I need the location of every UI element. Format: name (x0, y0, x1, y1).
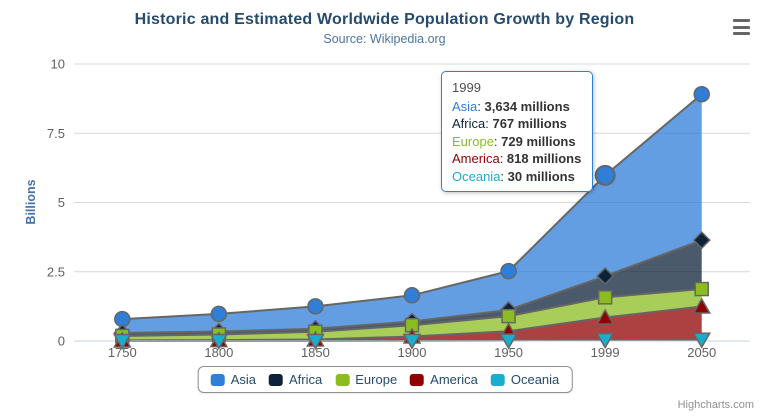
legend-label: America (430, 372, 478, 387)
legend-swatch-oceania (490, 373, 505, 386)
marker-oceania-1900[interactable] (402, 333, 422, 350)
x-axis-label-1750: 1750 (108, 345, 137, 360)
marker-asia-1999[interactable] (594, 164, 616, 186)
y-axis-label-2.5: 2.5 (47, 264, 65, 279)
legend-swatch-asia (210, 373, 225, 386)
marker-america-2050[interactable] (692, 297, 712, 314)
x-axis-label-1800: 1800 (204, 345, 233, 360)
tooltip-row-europe: Europe: 729 millions (452, 133, 576, 149)
marker-oceania-1800[interactable] (209, 333, 229, 350)
tooltip-rows: Asia: 3,634 millions Africa: 767 millions… (452, 98, 581, 186)
tooltip-row-africa: Africa: 767 millions (452, 116, 567, 131)
legend-item-america[interactable]: America (410, 372, 478, 387)
legend-label: Oceania (510, 372, 560, 387)
legend-label: Asia (230, 372, 257, 387)
chart-subtitle: Source: Wikipedia.org (323, 32, 446, 46)
marker-oceania-1950[interactable] (499, 333, 518, 350)
marker-africa-1999[interactable] (596, 267, 615, 286)
area-africa[interactable] (122, 240, 702, 336)
hamburger-icon (733, 19, 750, 22)
legend-swatch-america (410, 373, 425, 386)
marker-oceania-1750[interactable] (112, 333, 132, 350)
area-asia[interactable] (122, 94, 702, 333)
legend-item-oceania[interactable]: Oceania (490, 372, 560, 387)
y-axis-label-10: 10 (51, 57, 65, 72)
marker-america-1999[interactable] (595, 308, 615, 325)
marker-europe-2050[interactable] (694, 281, 709, 297)
area-america[interactable] (122, 306, 702, 341)
x-axis-label-2050: 2050 (687, 345, 716, 360)
tooltip-value: 767 millions (492, 116, 567, 131)
tooltip-row-asia: Asia: 3,634 millions (452, 98, 570, 114)
legend-swatch-africa (269, 373, 284, 386)
marker-africa-2050[interactable] (692, 231, 711, 250)
credits-link[interactable]: Highcharts.com (677, 399, 754, 411)
tooltip-row-oceania: Oceania: 30 millions (452, 168, 575, 184)
marker-asia-1800[interactable] (210, 305, 228, 323)
legend: Asia Africa Europe America Oceania (197, 366, 573, 393)
marker-oceania-1999[interactable] (595, 332, 615, 350)
tooltip-value: 729 millions (501, 133, 576, 149)
tooltip-row-america: America: 818 millions (452, 151, 582, 166)
legend-swatch-europe (335, 373, 350, 386)
tooltip-series-label: Asia (452, 98, 478, 114)
marker-europe-1950[interactable] (501, 308, 516, 324)
legend-item-africa[interactable]: Africa (269, 372, 322, 387)
marker-asia-1950[interactable] (500, 262, 517, 280)
y-axis-label-5: 5 (58, 195, 65, 210)
marker-oceania-2050[interactable] (692, 332, 712, 349)
y-axis-label-7.5: 7.5 (47, 126, 65, 141)
legend-label: Europe (355, 372, 398, 387)
marker-europe-1999[interactable] (597, 290, 613, 305)
tooltip-value: 3,634 millions (484, 98, 570, 114)
marker-asia-1850[interactable] (307, 298, 324, 315)
marker-asia-1900[interactable] (403, 287, 421, 304)
x-axis-label-1850: 1850 (301, 345, 330, 360)
legend-item-europe[interactable]: Europe (335, 372, 397, 387)
tooltip: 1999 Asia: 3,634 millions Africa: 767 mil… (441, 71, 594, 192)
y-axis-title: Billions (24, 179, 38, 225)
hamburger-icon (733, 25, 750, 29)
tooltip-header: 1999 (452, 80, 481, 95)
hamburger-icon (733, 32, 750, 35)
export-menu-button[interactable] (733, 19, 751, 35)
tooltip-value: 818 millions (506, 151, 582, 166)
tooltip-series-label: Africa (452, 116, 486, 131)
tooltip-series-label: Europe (452, 133, 494, 149)
tooltip-value: 30 millions (507, 168, 575, 184)
chart-title: Historic and Estimated Worldwide Populat… (134, 11, 635, 28)
legend-label: Africa (289, 372, 323, 387)
tooltip-series-label: America (452, 151, 500, 166)
x-axis-label-1900: 1900 (398, 345, 427, 360)
marker-oceania-1850[interactable] (306, 333, 325, 350)
marker-asia-2050[interactable] (693, 85, 710, 103)
tooltip-series-label: Oceania (452, 168, 501, 184)
x-axis-label-1999: 1999 (591, 345, 620, 360)
y-axis-label-0: 0 (58, 334, 65, 349)
legend-item-asia[interactable]: Asia (210, 372, 257, 387)
x-axis-label-1950: 1950 (494, 345, 523, 360)
